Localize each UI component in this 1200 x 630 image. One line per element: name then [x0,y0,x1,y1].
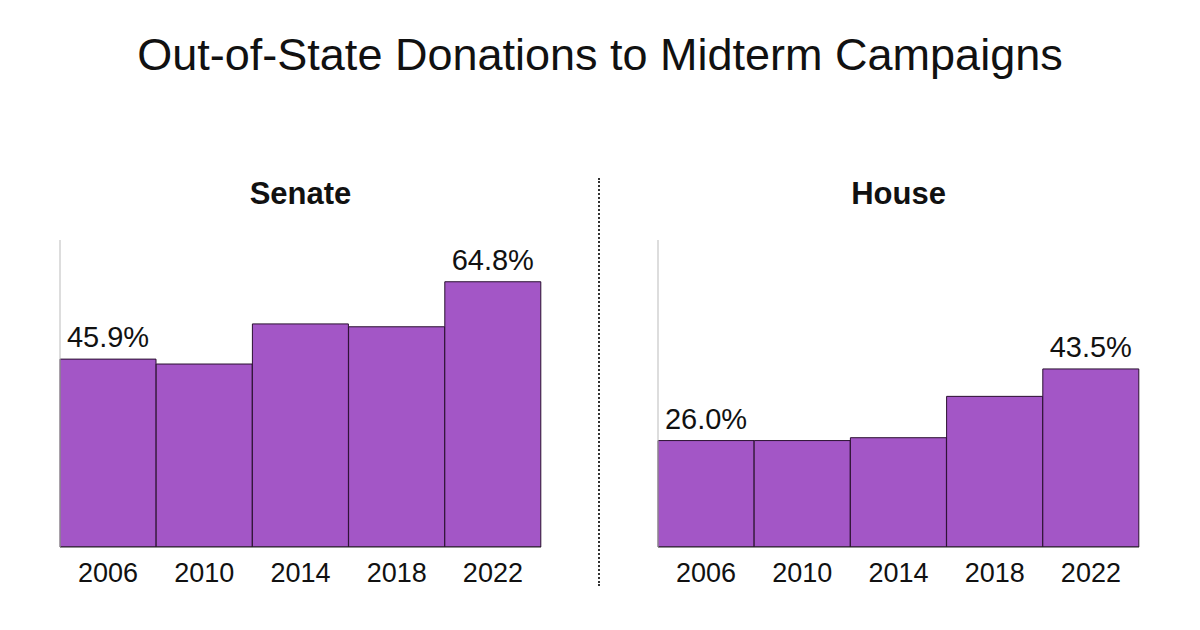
svg-text:2018: 2018 [965,558,1025,588]
html-text:Out-of-State Donations to Midt: Out-of-State Donations to Midterm Campai… [137,29,1063,80]
svg-text:64.8%: 64.8% [452,244,534,276]
svg-text:2010: 2010 [174,558,234,588]
svg-text:2014: 2014 [270,558,330,588]
svg-text:2022: 2022 [463,558,523,588]
svg-text:45.9%: 45.9% [67,321,149,353]
svg-text:2006: 2006 [78,558,138,588]
svg-text:43.5%: 43.5% [1050,331,1132,363]
svg-text:2010: 2010 [772,558,832,588]
svg-text:2022: 2022 [1061,558,1121,588]
svg-text:2014: 2014 [868,558,928,588]
svg-text:2018: 2018 [367,558,427,588]
svg-text:2006: 2006 [676,558,736,588]
svg-text:26.0%: 26.0% [665,403,747,435]
html-text:Senate: Senate [249,176,352,211]
html-text:House: House [851,176,946,211]
